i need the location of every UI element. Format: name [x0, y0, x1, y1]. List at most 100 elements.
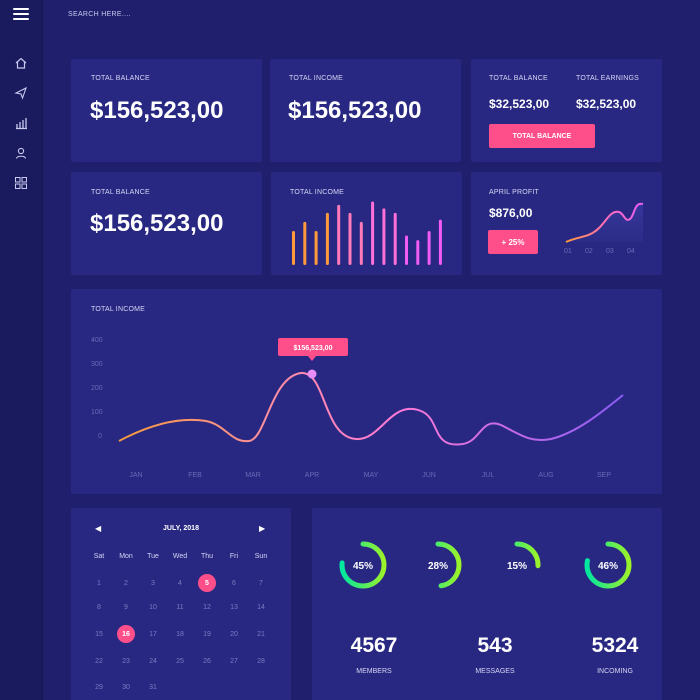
calendar-day[interactable]: 5	[198, 574, 216, 592]
calendar-day[interactable]: 17	[149, 630, 157, 638]
stats-card: 4567 MEMBERS 543 MESSAGES 5324 INCOMING …	[312, 508, 662, 700]
x-tick: JUL	[482, 472, 495, 479]
card-label: TOTAL INCOME	[289, 75, 343, 82]
calendar-day[interactable]: 23	[122, 657, 130, 665]
calendar-day[interactable]: 16	[117, 625, 135, 643]
calendar-day[interactable]: 21	[257, 630, 265, 638]
chart-title: TOTAL INCOME	[91, 306, 145, 313]
menu-icon[interactable]	[13, 8, 29, 20]
calendar-day[interactable]: 22	[95, 657, 103, 665]
income-bar	[405, 235, 408, 265]
calendar-day[interactable]: 7	[259, 579, 263, 587]
calendar-day[interactable]: 24	[149, 657, 157, 665]
april-profit-card: APRIL PROFIT $876,00 + 25% 01 02 03 04	[471, 172, 662, 275]
calendar-day[interactable]: 2	[124, 579, 128, 587]
calendar-day[interactable]: 30	[122, 683, 130, 691]
send-icon[interactable]	[14, 86, 28, 100]
bar-chart-icon[interactable]	[14, 116, 28, 130]
income-bar	[438, 219, 442, 265]
spark-tick: 01	[564, 248, 572, 255]
card-label: TOTAL BALANCE	[91, 75, 150, 82]
y-tick: 400	[91, 337, 103, 344]
x-tick: SEP	[597, 472, 611, 479]
spark-tick: 02	[585, 248, 593, 255]
progress-gauge: 45%	[339, 541, 387, 589]
calendar-weekday: Tue	[147, 553, 159, 560]
x-tick: MAY	[364, 472, 379, 479]
incoming-label: INCOMING	[597, 668, 633, 675]
members-count: 4567	[350, 634, 398, 657]
total-income-card: TOTAL INCOME $156,523,00	[270, 59, 461, 162]
income-bar	[382, 208, 386, 265]
x-tick: AUG	[538, 472, 553, 479]
gauge-label: 15%	[507, 561, 527, 572]
calendar-day[interactable]: 26	[203, 657, 211, 665]
calendar-day[interactable]: 19	[203, 630, 211, 638]
earnings-value: $32,523,00	[576, 97, 637, 111]
income-bar	[337, 204, 341, 265]
calendar-day[interactable]: 4	[178, 579, 182, 587]
prev-month-icon[interactable]: ◀	[95, 524, 102, 533]
calendar-day[interactable]: 27	[230, 657, 238, 665]
calendar-weekday: Mon	[119, 553, 133, 560]
calendar-day[interactable]: 20	[230, 630, 238, 638]
income-bar	[416, 240, 420, 265]
gauge-arc	[584, 541, 632, 589]
gauge-arc	[339, 541, 387, 589]
user-icon[interactable]	[14, 146, 28, 160]
tooltip-text: $156,523,00	[294, 345, 333, 352]
search-input[interactable]	[68, 7, 268, 21]
gauge-label: 28%	[428, 561, 448, 572]
card-label: TOTAL BALANCE	[91, 189, 150, 196]
profit-sparkline: 01 02 03 04	[564, 202, 644, 255]
total-balance-card-2: TOTAL BALANCE $156,523,00	[71, 172, 262, 275]
y-tick: 200	[91, 385, 103, 392]
calendar-day[interactable]: 8	[97, 603, 101, 611]
progress-gauge: 28%	[414, 541, 462, 589]
calendar-day[interactable]: 1	[97, 579, 101, 587]
calendar-day[interactable]: 29	[95, 683, 103, 691]
calendar-day[interactable]: 11	[176, 603, 184, 611]
tooltip-box	[278, 338, 348, 356]
messages-label: MESSAGES	[475, 668, 515, 675]
y-tick: 300	[91, 361, 103, 368]
progress-gauge: 15%	[493, 541, 541, 589]
calendar-day[interactable]: 25	[176, 657, 184, 665]
calendar-day[interactable]: 18	[176, 630, 184, 638]
next-month-icon[interactable]: ▶	[259, 524, 266, 533]
y-tick: 0	[98, 433, 102, 440]
income-bar	[303, 221, 307, 265]
calendar-month: JULY, 2018	[163, 525, 199, 532]
income-bar	[292, 231, 295, 265]
calendar-day[interactable]: 13	[230, 603, 238, 611]
earnings-label: TOTAL EARNINGS	[576, 75, 639, 82]
grid-icon[interactable]	[14, 176, 28, 190]
calendar-day[interactable]: 9	[124, 603, 128, 611]
total-balance-card: TOTAL BALANCE $156,523,00	[71, 59, 262, 162]
income-bar	[427, 231, 431, 265]
income-bars-card: TOTAL INCOME	[271, 172, 462, 275]
calendar-day[interactable]: 31	[149, 683, 157, 691]
gauge-label: 46%	[598, 561, 618, 572]
home-icon[interactable]	[14, 56, 28, 70]
calendar-day[interactable]: 28	[257, 657, 265, 665]
calendar-day[interactable]: 12	[203, 603, 211, 611]
income-bar	[348, 212, 352, 265]
card-label: APRIL PROFIT	[489, 189, 539, 196]
calendar-weekday: Sat	[93, 553, 105, 560]
balance-earnings-card: TOTAL BALANCE TOTAL EARNINGS $32,523,00 …	[471, 59, 662, 162]
income-chart-card: TOTAL INCOME 400 300 200 100 0 $156,523,…	[71, 289, 662, 494]
x-tick: FEB	[188, 472, 202, 479]
calendar-day[interactable]: 15	[95, 630, 103, 638]
peak-point[interactable]	[307, 369, 317, 379]
total-balance-button[interactable]: TOTAL BALANCE	[489, 124, 595, 148]
calendar-weekday: Thu	[200, 553, 214, 560]
y-tick: 100	[91, 409, 103, 416]
progress-gauge: 46%	[584, 541, 632, 589]
profit-value: $876,00	[489, 206, 533, 220]
calendar-day[interactable]: 3	[151, 579, 155, 587]
calendar-day[interactable]: 6	[232, 579, 236, 587]
calendar-day[interactable]: 10	[149, 603, 157, 611]
spark-tick: 04	[627, 248, 635, 255]
calendar-day[interactable]: 14	[257, 603, 265, 611]
